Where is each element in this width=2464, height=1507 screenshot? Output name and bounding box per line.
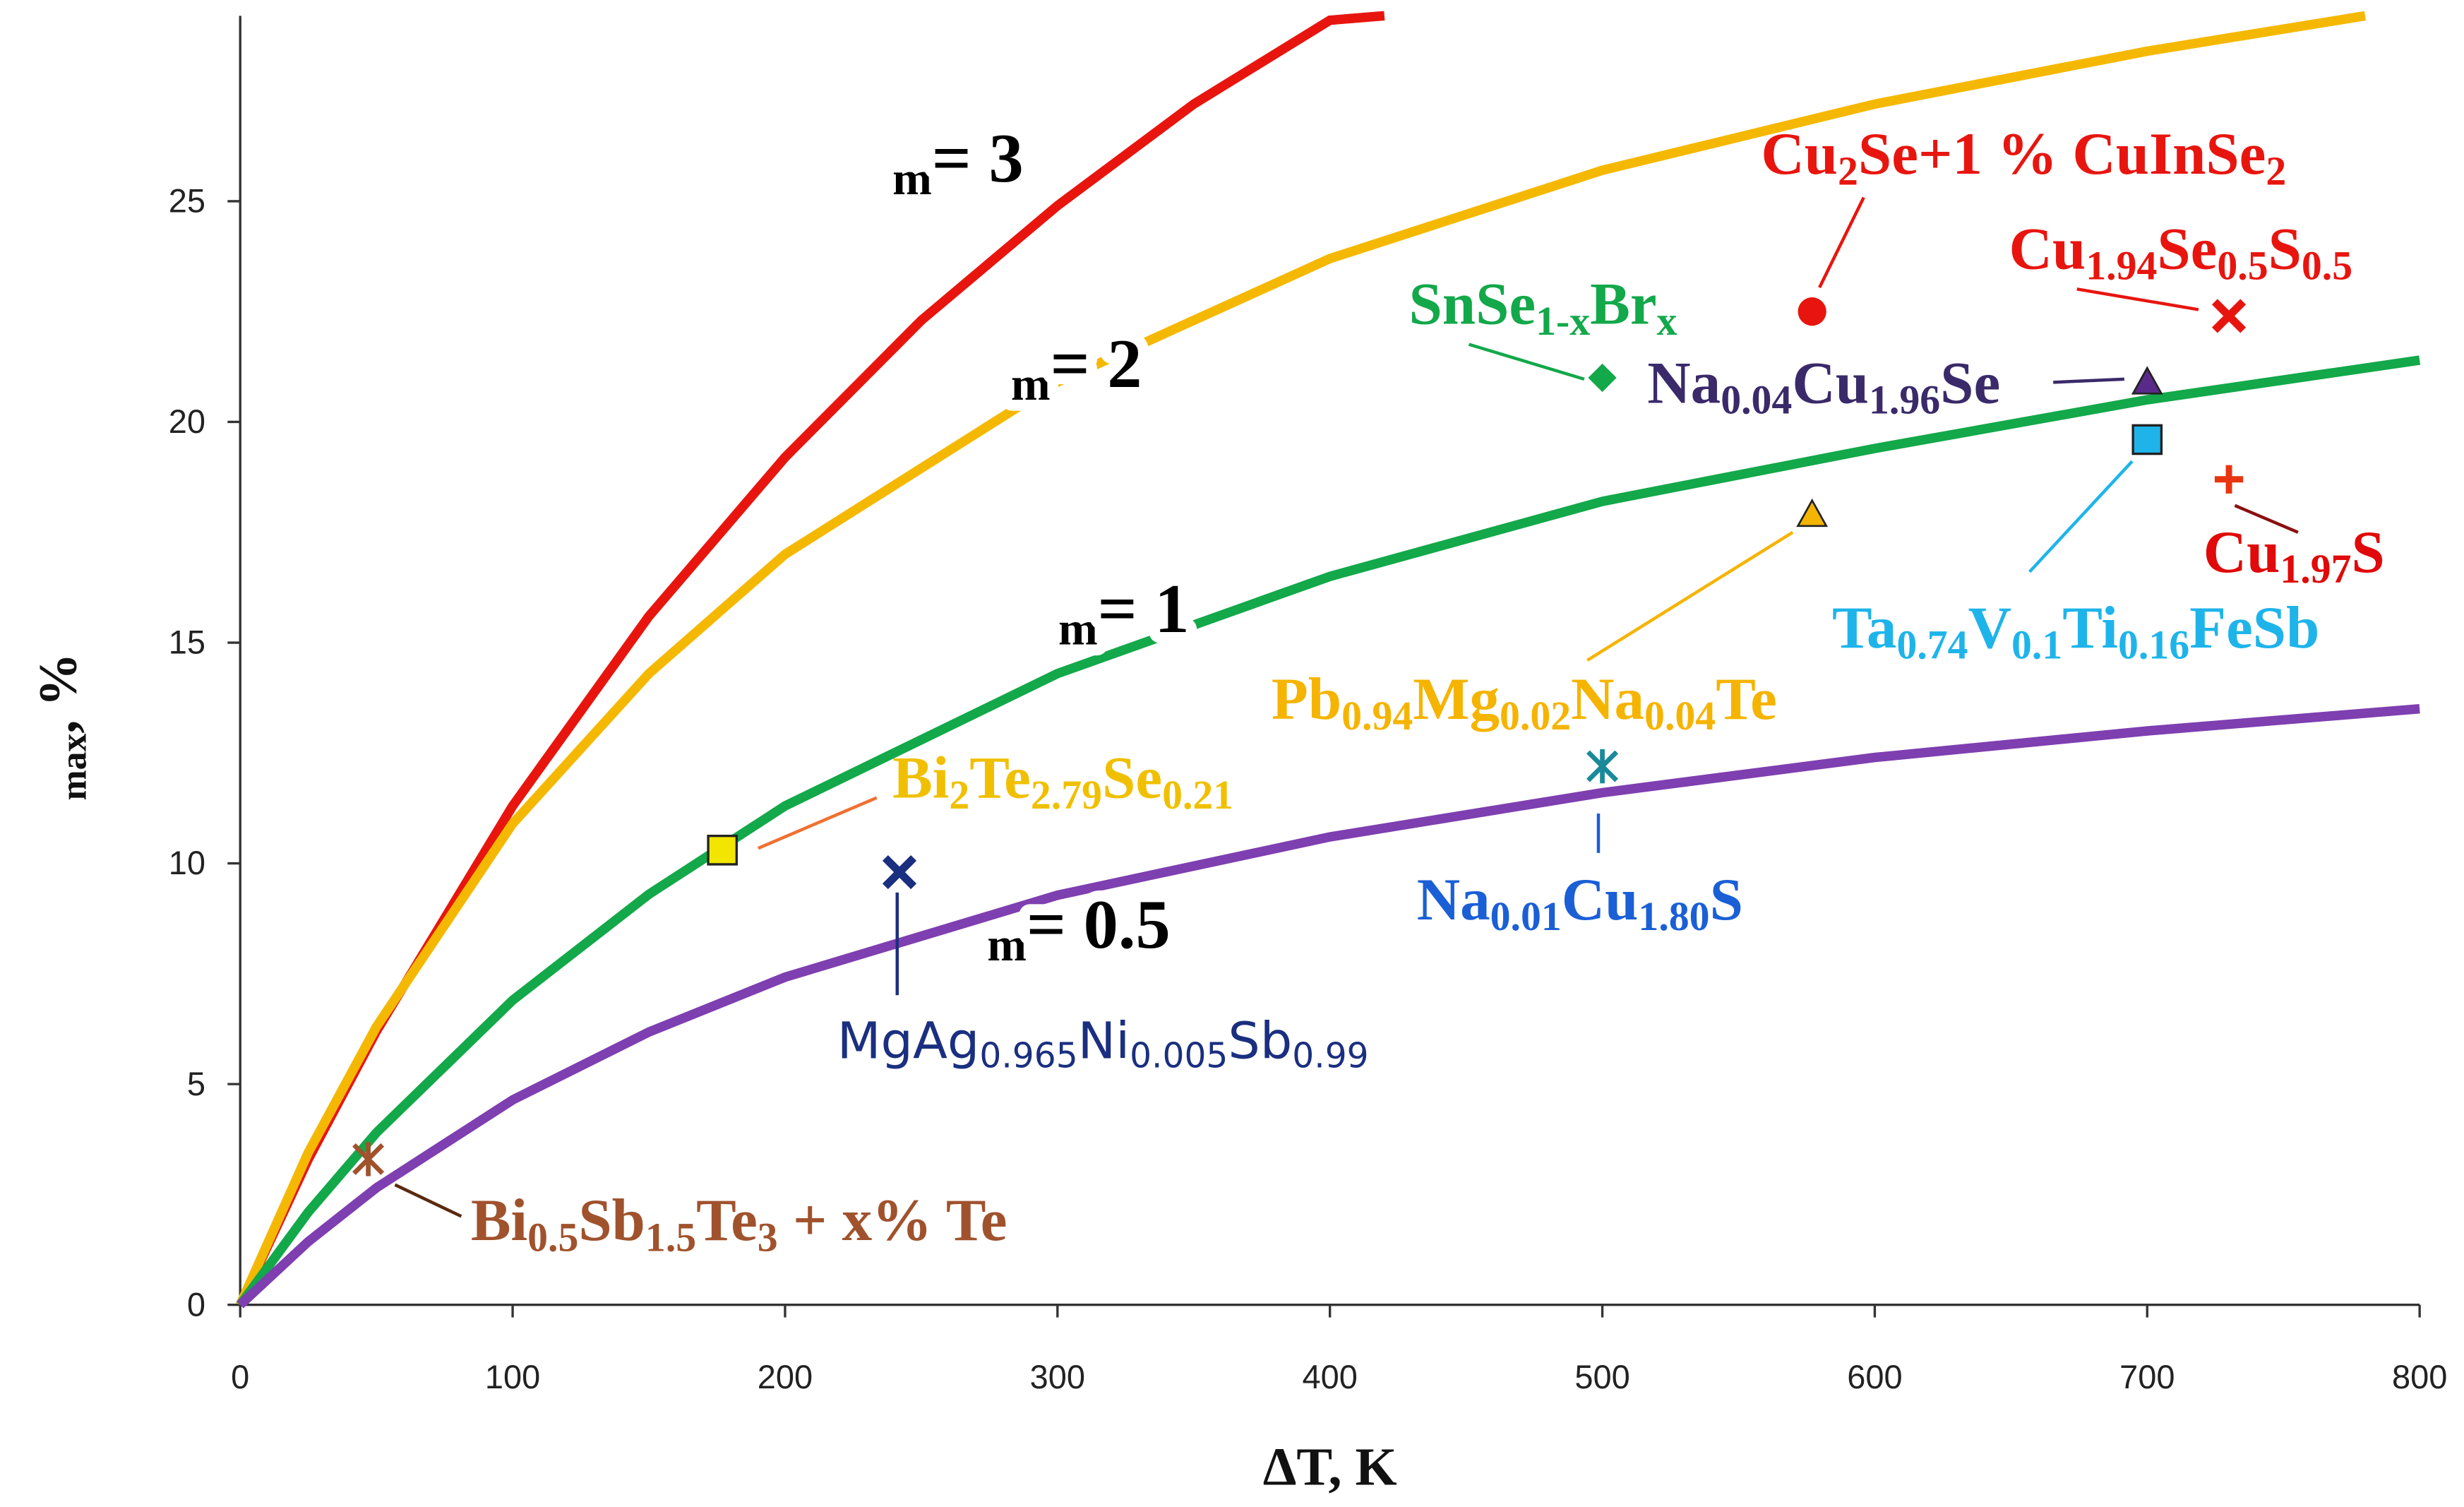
leader-line: [2053, 377, 2124, 384]
y-tick-label: 15: [169, 624, 205, 661]
y-tick-label: 25: [169, 182, 205, 220]
leader-line: [758, 796, 878, 850]
point: [882, 854, 917, 890]
leader-line: [1818, 196, 1865, 289]
curve-label: m= 3: [892, 120, 1024, 205]
point: [2131, 366, 2163, 395]
curve-label: m= 1: [1058, 571, 1190, 655]
point: [1796, 498, 1829, 528]
x-axis-title: ΔT, K: [1263, 1438, 1397, 1497]
curve: [236, 11, 1385, 1307]
leader-line: [1468, 342, 1585, 381]
leader-line: [1586, 530, 1794, 662]
point-label: Pb0.94Mg0.02Na0.04Te: [1272, 666, 1777, 739]
curve: [237, 704, 2420, 1309]
leader-line: [394, 1183, 462, 1218]
y-tick-label: 10: [169, 844, 205, 881]
leader-line: [2234, 504, 2299, 534]
point-label: Na0.01Cu1.80S: [1417, 866, 1743, 939]
x-tick-label: 0: [231, 1358, 249, 1395]
point: [2211, 299, 2247, 333]
x-tick-label: 700: [2119, 1358, 2175, 1395]
x-tick-label: 800: [2392, 1358, 2447, 1395]
y-axis-title: max, %: [29, 653, 95, 801]
point-label: Na0.04Cu1.96Se: [1647, 350, 2000, 422]
curve: [236, 355, 2421, 1308]
point-label: Ta0.74V0.1Ti0.16FeSb: [1832, 595, 2319, 667]
x-tick-label: 600: [1847, 1358, 1902, 1395]
point-label: Cu2Se+1 % CuInSe2: [1761, 121, 2286, 193]
point: [707, 835, 738, 866]
x-tick-label: 300: [1030, 1358, 1085, 1395]
leader-line: [2076, 287, 2199, 311]
point: [2214, 465, 2244, 494]
point: [1586, 749, 1619, 784]
curve-label: m= 2: [1011, 326, 1142, 410]
leader-line: [2028, 460, 2134, 573]
point-label: Cu1.94Se0.5S0.5: [2009, 215, 2353, 288]
y-tick-label: 5: [187, 1065, 205, 1102]
point: [2131, 424, 2163, 455]
x-tick-label: 400: [1303, 1358, 1358, 1395]
y-tick-label: 20: [169, 403, 205, 440]
point-label: Cu1.97S: [2203, 519, 2385, 592]
x-tick-label: 200: [758, 1358, 813, 1395]
point: [1798, 297, 1826, 326]
y-tick-label: 0: [187, 1285, 205, 1323]
point-label: MgAg0.965Ni0.005Sb0.99: [837, 1012, 1369, 1076]
point-label: Bi0.5Sb1.5Te3 + x% Te: [471, 1187, 1007, 1260]
curve: [236, 11, 2367, 1307]
point-label: Bi2Te2.79Se0.21: [892, 745, 1233, 818]
point: [352, 1142, 385, 1177]
point: [1588, 363, 1617, 393]
curve-label: m= 0.5: [987, 886, 1170, 971]
x-tick-label: 100: [485, 1358, 540, 1395]
point-label: SnSe1-xBrx: [1409, 271, 1677, 344]
x-tick-label: 500: [1574, 1358, 1629, 1395]
